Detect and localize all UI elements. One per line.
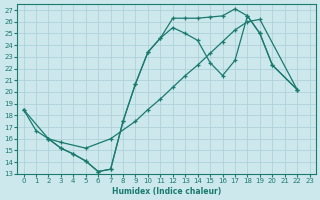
X-axis label: Humidex (Indice chaleur): Humidex (Indice chaleur) [112,187,221,196]
